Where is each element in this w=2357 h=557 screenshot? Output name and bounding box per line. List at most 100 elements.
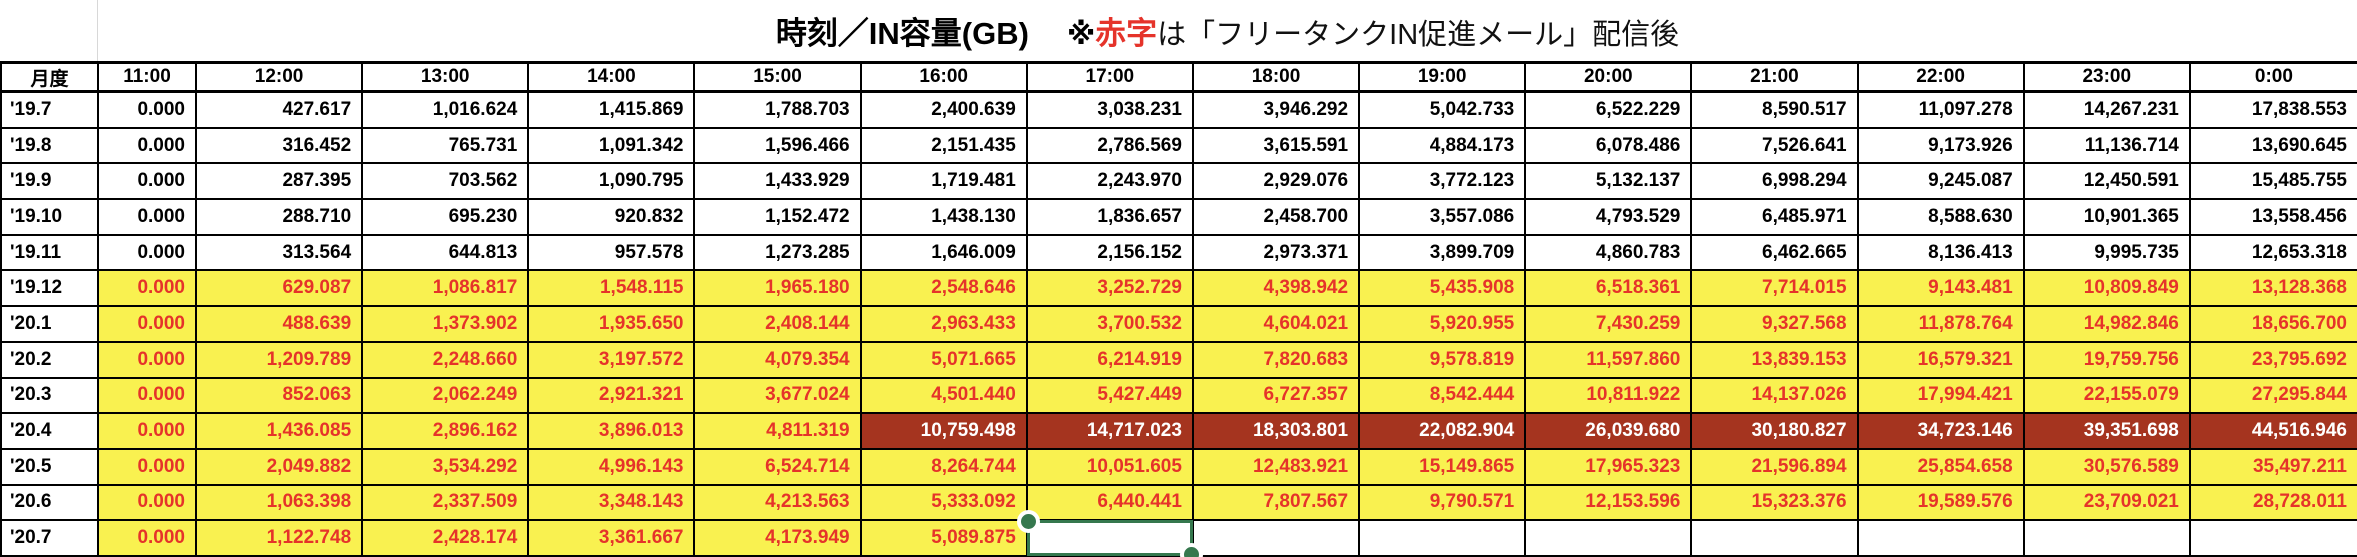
- cell[interactable]: 4,996.143: [529, 449, 696, 484]
- cell[interactable]: 14,717.023: [1027, 414, 1194, 448]
- row-label[interactable]: '19.12: [2, 271, 99, 306]
- cell[interactable]: 6,214.919: [1027, 342, 1194, 377]
- cell[interactable]: 1,016.624: [363, 93, 530, 127]
- cell[interactable]: 7,807.567: [1193, 485, 1361, 520]
- cell[interactable]: 0.000: [99, 449, 197, 484]
- cell[interactable]: 6,998.294: [1692, 164, 1859, 199]
- cell[interactable]: 316.452: [197, 128, 364, 163]
- cell[interactable]: 19,589.576: [1858, 485, 2025, 520]
- cell[interactable]: 6,518.361: [1526, 271, 1693, 306]
- cell[interactable]: 8,542.444: [1360, 378, 1527, 413]
- cell[interactable]: 9,578.819: [1360, 342, 1527, 377]
- cell[interactable]: 6,727.357: [1193, 378, 1361, 413]
- cell[interactable]: 0.000: [99, 271, 197, 306]
- column-header-15:00[interactable]: 15:00: [695, 64, 862, 90]
- row-label[interactable]: '20.3: [2, 378, 99, 413]
- cell[interactable]: 10,901.365: [2024, 200, 2191, 234]
- cell[interactable]: 6,522.229: [1526, 93, 1693, 127]
- cell[interactable]: 765.731: [363, 128, 530, 163]
- cell[interactable]: 12,153.596: [1526, 485, 1693, 520]
- cell[interactable]: 6,485.971: [1692, 200, 1859, 234]
- cell[interactable]: 852.063: [197, 378, 364, 413]
- column-header-21:00[interactable]: 21:00: [1692, 64, 1859, 90]
- cell[interactable]: 1,935.650: [529, 307, 696, 341]
- corner-header-cell[interactable]: 月度: [2, 64, 99, 90]
- cell[interactable]: 17,994.421: [1858, 378, 2025, 413]
- sheet-title-cell[interactable]: 時刻／IN容量(GB) ※赤字は「フリータンクIN促進メール」配信後: [98, 8, 2357, 53]
- cell[interactable]: 629.087: [197, 271, 364, 306]
- cell[interactable]: 23,709.021: [2024, 485, 2191, 520]
- cell[interactable]: 7,714.015: [1692, 271, 1859, 306]
- cell[interactable]: 9,327.568: [1692, 307, 1859, 341]
- cell[interactable]: 7,820.683: [1193, 342, 1361, 377]
- cell[interactable]: 0.000: [99, 235, 197, 270]
- cell[interactable]: 1,548.115: [529, 271, 696, 306]
- cell[interactable]: 5,920.955: [1360, 307, 1527, 341]
- cell[interactable]: 15,149.865: [1360, 449, 1527, 484]
- cell[interactable]: 11,136.714: [2024, 128, 2191, 163]
- row-label[interactable]: '20.4: [2, 414, 99, 448]
- cell[interactable]: 1,965.180: [695, 271, 862, 306]
- cell[interactable]: 1,086.817: [363, 271, 530, 306]
- cell[interactable]: [1692, 521, 1859, 555]
- row-label[interactable]: '19.9: [2, 164, 99, 199]
- cell[interactable]: 3,772.123: [1360, 164, 1527, 199]
- cell[interactable]: 1,438.130: [861, 200, 1028, 234]
- cell[interactable]: 0.000: [99, 378, 197, 413]
- cell[interactable]: 4,213.563: [695, 485, 862, 520]
- cell[interactable]: 2,248.660: [363, 342, 530, 377]
- cell[interactable]: 4,604.021: [1193, 307, 1361, 341]
- column-header-0:00[interactable]: 0:00: [2190, 64, 2357, 90]
- cell[interactable]: 14,267.231: [2024, 93, 2191, 127]
- cell[interactable]: 3,252.729: [1027, 271, 1194, 306]
- cell[interactable]: 2,428.174: [363, 521, 530, 555]
- cell[interactable]: 39,351.698: [2024, 414, 2191, 448]
- cell[interactable]: 3,896.013: [529, 414, 696, 448]
- cell[interactable]: 11,597.860: [1526, 342, 1693, 377]
- cell[interactable]: 3,899.709: [1360, 235, 1527, 270]
- cell[interactable]: 5,435.908: [1360, 271, 1527, 306]
- cell[interactable]: 21,596.894: [1692, 449, 1859, 484]
- cell[interactable]: 2,929.076: [1193, 164, 1361, 199]
- cell[interactable]: 427.617: [197, 93, 364, 127]
- cell[interactable]: 18,656.700: [2190, 307, 2357, 341]
- cell[interactable]: 2,458.700: [1193, 200, 1361, 234]
- cell[interactable]: 3,557.086: [1360, 200, 1527, 234]
- cell[interactable]: 695.230: [363, 200, 530, 234]
- cell[interactable]: 4,860.783: [1526, 235, 1693, 270]
- cell[interactable]: 11,097.278: [1858, 93, 2025, 127]
- cell[interactable]: 6,440.441: [1027, 485, 1194, 520]
- cell[interactable]: 5,132.137: [1526, 164, 1693, 199]
- cell[interactable]: 5,042.733: [1360, 93, 1527, 127]
- cell[interactable]: 9,790.571: [1360, 485, 1527, 520]
- cell[interactable]: 0.000: [99, 485, 197, 520]
- cell[interactable]: 9,173.926: [1858, 128, 2025, 163]
- cell[interactable]: 30,576.589: [2024, 449, 2191, 484]
- cell[interactable]: 1,152.472: [695, 200, 862, 234]
- cell[interactable]: 2,786.569: [1027, 128, 1194, 163]
- column-header-14:00[interactable]: 14:00: [529, 64, 696, 90]
- cell[interactable]: 1,433.929: [695, 164, 862, 199]
- cell[interactable]: [1526, 521, 1693, 555]
- column-header-22:00[interactable]: 22:00: [1858, 64, 2025, 90]
- cell[interactable]: 25,854.658: [1858, 449, 2025, 484]
- cell[interactable]: 10,811.922: [1526, 378, 1693, 413]
- cell[interactable]: 8,588.630: [1858, 200, 2025, 234]
- cell[interactable]: 27,295.844: [2190, 378, 2357, 413]
- cell[interactable]: 22,082.904: [1360, 414, 1527, 448]
- cell[interactable]: 2,049.882: [197, 449, 364, 484]
- cell[interactable]: 0.000: [99, 342, 197, 377]
- column-header-20:00[interactable]: 20:00: [1526, 64, 1693, 90]
- cell[interactable]: 8,264.744: [861, 449, 1028, 484]
- cell[interactable]: 3,946.292: [1193, 93, 1361, 127]
- column-header-12:00[interactable]: 12:00: [197, 64, 364, 90]
- cell[interactable]: 14,137.026: [1692, 378, 1859, 413]
- cell[interactable]: 1,596.466: [695, 128, 862, 163]
- cell[interactable]: 26,039.680: [1526, 414, 1693, 448]
- cell[interactable]: 3,677.024: [695, 378, 862, 413]
- cell[interactable]: 5,333.092: [861, 485, 1028, 520]
- cell[interactable]: 3,615.591: [1193, 128, 1361, 163]
- cell[interactable]: 0.000: [99, 521, 197, 555]
- column-header-17:00[interactable]: 17:00: [1027, 64, 1194, 90]
- cell[interactable]: 8,590.517: [1692, 93, 1859, 127]
